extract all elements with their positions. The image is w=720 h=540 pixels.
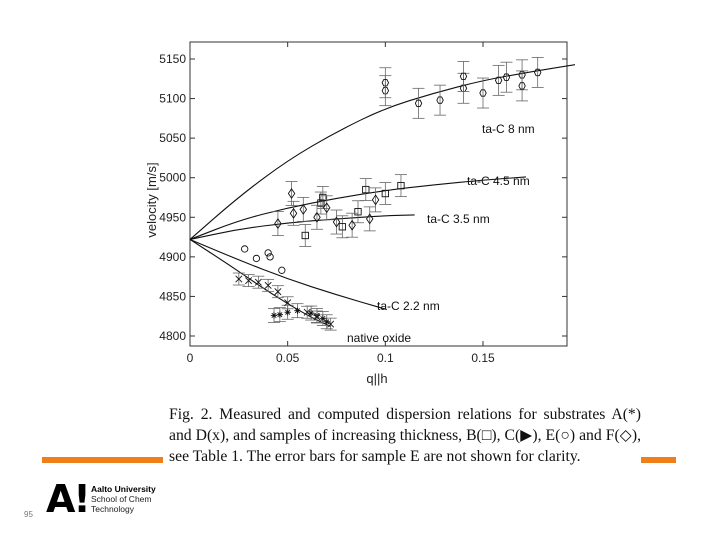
- x-tick-label: 0.1: [377, 351, 394, 365]
- y-tick-label: 4800: [159, 329, 186, 343]
- data-point-hexagon: [459, 72, 468, 81]
- data-point-diamond: [332, 216, 341, 228]
- x-axis-label: q||h: [366, 371, 387, 386]
- data-point-hexagon: [518, 71, 526, 79]
- data-point-x: [235, 275, 243, 283]
- data-point-diamond: [289, 207, 298, 219]
- y-tick-label: 5000: [159, 171, 186, 185]
- data-point-diamond: [322, 202, 331, 214]
- data-point-x: [264, 281, 272, 289]
- y-tick-label: 4850: [159, 289, 186, 303]
- data-point-x: [245, 277, 253, 285]
- data-point-hexagon: [518, 82, 526, 90]
- x-tick-label: 0.05: [276, 351, 300, 365]
- data-point-square: [354, 208, 362, 216]
- data-point-square: [317, 199, 325, 207]
- dispersion-chart: 0 0.05 0.1 0.15 4800 4850 4900 4950 5000 5050 5100…: [144, 41, 581, 386]
- aalto-logo: A! Aalto University School of Chem Techn…: [40, 480, 180, 520]
- y-tick-label: 4900: [159, 250, 186, 264]
- data-point-circle: [278, 266, 286, 274]
- y-tick-label: 4950: [159, 210, 186, 224]
- curve-label: ta-C 4.5 nm: [467, 174, 530, 188]
- figure-caption: Fig. 2. Measured and computed dispersion…: [169, 406, 641, 465]
- data-point-x: [327, 320, 335, 328]
- data-point-circle: [252, 254, 261, 263]
- data-point-hexagon: [381, 79, 390, 87]
- plot-frame: [189, 41, 568, 347]
- logo-school: School of Chem: [91, 494, 152, 504]
- logo-university: Aalto University: [91, 484, 156, 494]
- data-point-diamond: [287, 188, 296, 200]
- data-point-circle: [264, 249, 272, 257]
- data-point-x: [303, 308, 311, 316]
- data-point-diamond: [371, 194, 380, 206]
- page-number: 95: [24, 510, 33, 519]
- y-tick-label: 5150: [159, 52, 186, 66]
- data-point-diamond: [299, 203, 308, 215]
- curve-label: native oxide: [347, 331, 411, 345]
- data-point-x: [274, 288, 282, 296]
- data-point-square: [381, 189, 389, 198]
- data-point-circle: [266, 253, 274, 261]
- data-point-square: [319, 193, 327, 202]
- curve-1: [189, 176, 527, 240]
- logo-mark: A!: [46, 477, 91, 521]
- data-point-hexagon: [494, 76, 503, 85]
- curve-label: ta-C 3.5 nm: [427, 212, 490, 226]
- data-point-hexagon: [436, 96, 444, 104]
- logo-text: Aalto University School of Chem Technolo…: [91, 484, 156, 514]
- x-tick-label: 0: [187, 351, 194, 365]
- data-point-hexagon: [381, 87, 390, 95]
- data-point-hexagon: [502, 73, 511, 81]
- data-point-circle: [241, 245, 249, 253]
- data-point-diamond: [365, 213, 374, 225]
- curve-label: ta-C 2.2 nm: [377, 299, 440, 313]
- x-tick-label: 0.15: [471, 351, 495, 365]
- data-point-x: [313, 313, 321, 321]
- y-axis-label: velocity [m/s]: [147, 162, 159, 237]
- curve-3: [189, 238, 386, 310]
- data-point-square: [397, 181, 405, 190]
- y-tick-label: 5100: [159, 92, 186, 106]
- data-point-diamond: [274, 218, 282, 230]
- data-point-square: [338, 223, 347, 231]
- data-point-square: [301, 231, 309, 240]
- curve-label: ta-C 8 nm: [482, 122, 535, 136]
- data-point-hexagon: [533, 68, 542, 77]
- logo-department: Technology: [91, 504, 135, 514]
- y-tick-label: 5050: [159, 131, 186, 145]
- data-point-diamond: [348, 219, 356, 231]
- data-point-x: [284, 299, 292, 307]
- data-point-diamond: [313, 211, 321, 223]
- caption-panel: Fig. 2. Measured and computed dispersion…: [163, 403, 641, 489]
- figure-panel: 0 0.05 0.1 0.15 4800 4850 4900 4950 5000 5050 5100…: [144, 40, 581, 400]
- data-point-square: [362, 185, 370, 194]
- data-point-hexagon: [414, 99, 423, 107]
- data-point-x: [254, 278, 262, 286]
- data-point-hexagon: [479, 89, 487, 97]
